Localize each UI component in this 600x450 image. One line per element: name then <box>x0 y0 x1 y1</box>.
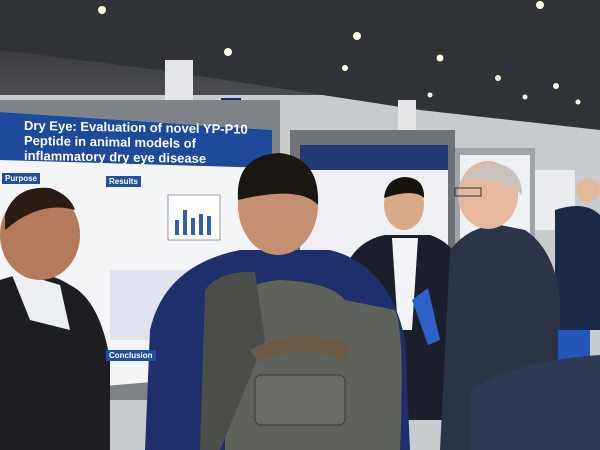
glasses <box>454 187 482 197</box>
section-heading: Results <box>106 176 141 187</box>
head <box>576 178 600 202</box>
backpack-handle <box>250 336 350 362</box>
ceiling-truss <box>0 0 600 130</box>
person-foreground <box>470 355 600 450</box>
section-heading: Purpose <box>2 173 41 184</box>
person-back <box>555 206 600 330</box>
hair <box>465 163 522 195</box>
folder <box>558 330 590 360</box>
shirt <box>392 238 418 330</box>
poster-title: Dry Eye: Evaluation of novel YP-P10 Pept… <box>24 117 248 167</box>
person-jacket <box>0 273 110 450</box>
poster-title-band <box>300 145 448 170</box>
poster-bars <box>175 210 211 235</box>
poster-title-band <box>0 112 272 168</box>
backpack-strap <box>200 271 265 450</box>
ceiling-lights <box>98 1 581 105</box>
section-heading: Conclusion <box>106 350 156 361</box>
hair <box>5 187 75 230</box>
hair <box>384 177 425 198</box>
brochure <box>412 288 440 345</box>
backpack-pocket <box>254 374 346 426</box>
hair <box>237 153 319 205</box>
shirt <box>10 270 70 330</box>
